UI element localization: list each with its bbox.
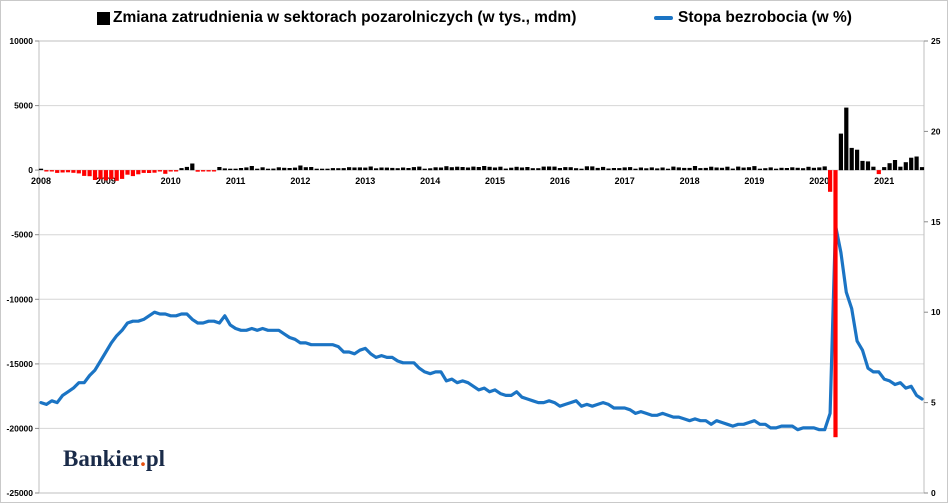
svg-text:2013: 2013 [355, 176, 375, 186]
logo-text: Bankier [63, 446, 141, 471]
svg-text:2017: 2017 [615, 176, 635, 186]
svg-text:10: 10 [931, 307, 941, 317]
svg-text:2016: 2016 [550, 176, 570, 186]
svg-text:2012: 2012 [290, 176, 310, 186]
svg-text:-5000: -5000 [11, 230, 33, 240]
svg-text:2011: 2011 [226, 176, 246, 186]
bankier-logo: Bankier.pl [63, 446, 165, 472]
svg-text:20: 20 [931, 126, 941, 136]
svg-text:25: 25 [931, 36, 941, 46]
svg-text:5000: 5000 [14, 101, 33, 111]
legend-item-employment: Zmiana zatrudnienia w sektorach pozaroln… [97, 8, 576, 28]
legend-item-unemployment: Stopa bezrobocia (w %) [654, 8, 852, 28]
svg-text:2015: 2015 [485, 176, 505, 186]
chart-legend: Zmiana zatrudnienia w sektorach pozaroln… [1, 1, 947, 33]
svg-text:0: 0 [28, 165, 33, 175]
logo-tld: pl [145, 446, 166, 471]
svg-text:2018: 2018 [680, 176, 700, 186]
svg-text:2020: 2020 [809, 176, 829, 186]
legend-label-employment: Zmiana zatrudnienia w sektorach pozaroln… [113, 9, 577, 26]
svg-text:5: 5 [931, 398, 936, 408]
svg-text:2021: 2021 [874, 176, 894, 186]
svg-text:-20000: -20000 [7, 423, 34, 433]
line-series-swatch-icon [654, 16, 673, 20]
svg-text:-10000: -10000 [7, 294, 34, 304]
svg-text:2019: 2019 [744, 176, 764, 186]
svg-text:2010: 2010 [161, 176, 181, 186]
svg-text:10000: 10000 [9, 36, 33, 46]
svg-text:2008: 2008 [31, 176, 51, 186]
bar-series-swatch-icon [97, 11, 110, 25]
svg-text:15: 15 [931, 217, 941, 227]
svg-text:-15000: -15000 [7, 359, 34, 369]
svg-text:2014: 2014 [420, 176, 440, 186]
svg-text:0: 0 [931, 488, 936, 498]
svg-text:2009: 2009 [96, 176, 116, 186]
logo-dot: . [140, 446, 146, 471]
svg-text:-25000: -25000 [7, 488, 34, 498]
legend-label-unemployment: Stopa bezrobocia (w %) [678, 9, 852, 26]
